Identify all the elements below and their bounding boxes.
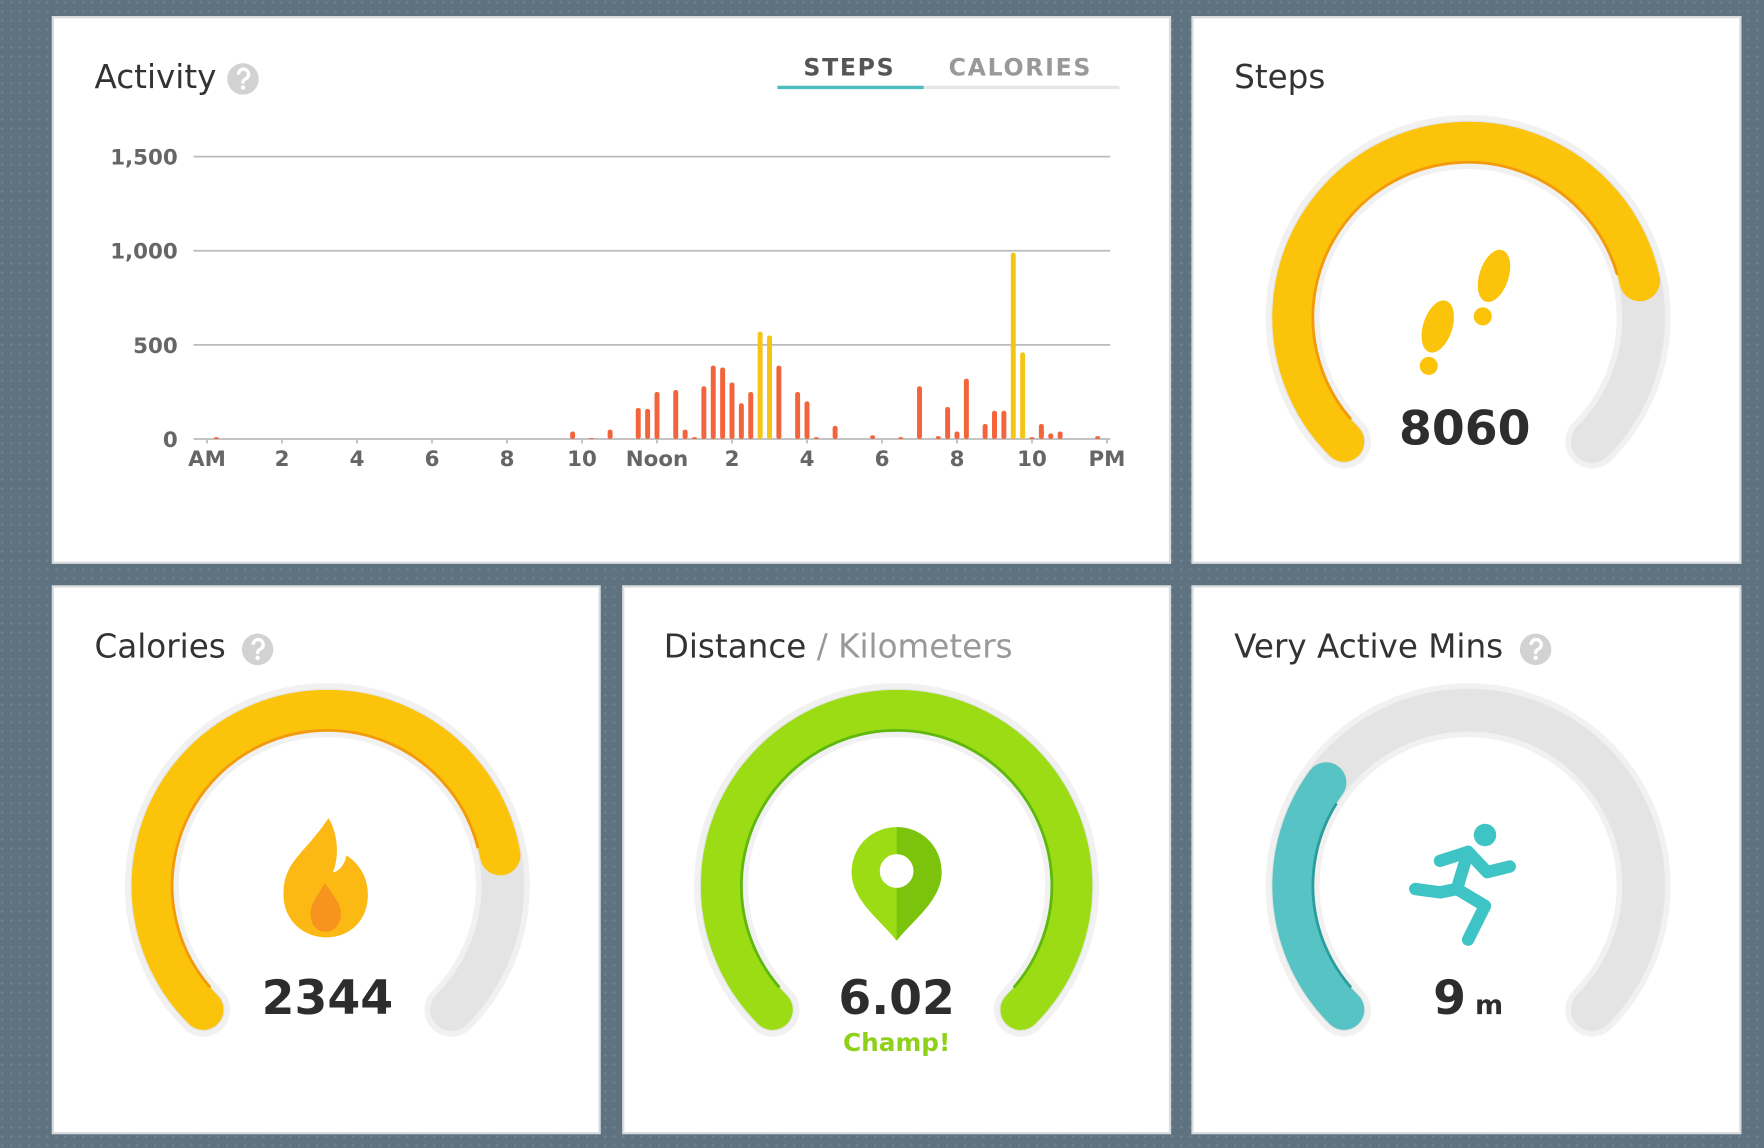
- bar: [767, 335, 772, 439]
- bar: [1001, 410, 1007, 439]
- bar: [729, 382, 735, 439]
- x-tick-label: 2: [275, 447, 290, 472]
- tile-title: Distance: [664, 627, 807, 665]
- runner-icon: [1409, 823, 1516, 946]
- steps-gauge: [1265, 115, 1671, 469]
- bar: [945, 406, 951, 439]
- tile-unit: / Kilometers: [817, 627, 1013, 665]
- distance-gauge: [694, 683, 1100, 1037]
- x-tick-label: Noon: [626, 447, 688, 472]
- x-tick-label: 2: [725, 447, 740, 472]
- x-tick-label: 6: [425, 447, 440, 472]
- calories-gauge: [124, 683, 530, 1037]
- bar: [710, 365, 716, 439]
- activity-chart: 0 500 1,000 1,500 AM 2 4 6 8 10 Noon 2 4 6 8 10 PM: [110, 146, 1125, 473]
- x-tick-label: 10: [1017, 447, 1047, 472]
- very-active-value: 9: [1433, 971, 1466, 1026]
- bar: [982, 423, 988, 439]
- bar: [1057, 431, 1063, 439]
- bar: [1029, 437, 1035, 439]
- bar: [954, 431, 960, 439]
- help-icon[interactable]: [1519, 633, 1552, 666]
- bar: [673, 390, 679, 439]
- bar: [654, 391, 660, 439]
- x-tick-label: 8: [950, 447, 965, 472]
- bar: [832, 425, 838, 439]
- bar: [917, 386, 922, 439]
- gauge-edge: [739, 729, 1054, 989]
- calories-value: 2344: [262, 971, 394, 1026]
- bar: [588, 438, 594, 439]
- help-icon[interactable]: [241, 633, 274, 666]
- gauge-edge: [1311, 160, 1619, 421]
- gauge-progress: [700, 689, 1093, 1030]
- bar: [748, 391, 754, 439]
- x-tick-label: 6: [875, 447, 890, 472]
- x-tick-label: 4: [800, 447, 815, 472]
- gauge-progress: [131, 689, 521, 1030]
- flame-icon: [283, 818, 368, 938]
- tab[interactable]: STEPS: [803, 54, 895, 82]
- very-active-unit: m: [1475, 990, 1503, 1021]
- bar: [804, 401, 810, 439]
- tile-title: Calories: [95, 627, 226, 665]
- bar: [1010, 252, 1016, 439]
- bar: [757, 331, 763, 439]
- bar: [813, 437, 819, 439]
- x-tick-label: PM: [1089, 447, 1126, 472]
- bar: [213, 437, 219, 439]
- bar: [1048, 433, 1054, 439]
- distance-value: 6.02: [838, 971, 955, 1026]
- activity-tile: [51, 16, 1172, 564]
- bar: [1020, 352, 1026, 439]
- x-tick-label: 10: [567, 447, 597, 472]
- bar: [776, 365, 782, 439]
- x-tick-label: 4: [350, 447, 365, 472]
- bar: [1095, 436, 1101, 439]
- tile-title: Steps: [1234, 58, 1325, 96]
- bar: [795, 391, 801, 439]
- bar: [992, 410, 997, 439]
- bar: [963, 378, 969, 439]
- x-tick-label: AM: [188, 447, 226, 472]
- location-icon: [851, 827, 942, 941]
- y-tick-label: 1,500: [110, 146, 178, 171]
- bar: [935, 436, 941, 439]
- bar: [898, 437, 904, 439]
- y-tick-label: 1,000: [110, 240, 178, 265]
- bar: [720, 367, 726, 439]
- steps-value: 8060: [1399, 402, 1531, 457]
- help-icon[interactable]: [227, 63, 259, 95]
- x-tick-label: 8: [500, 447, 515, 472]
- very-active-gauge: [1265, 683, 1671, 1037]
- bar: [682, 429, 688, 439]
- tile-title: Very Active Mins: [1234, 627, 1503, 665]
- bar: [645, 408, 651, 439]
- tab[interactable]: CALORIES: [949, 54, 1092, 82]
- bar: [738, 403, 744, 439]
- y-tick-label: 500: [133, 334, 178, 359]
- tile-title: Distance / Kilometers: [664, 627, 1013, 665]
- tile-title: Activity: [95, 58, 217, 96]
- distance-badge: Champ!: [843, 1028, 950, 1057]
- bar: [570, 431, 576, 439]
- tab-indicator: [777, 85, 924, 90]
- bar: [870, 435, 876, 439]
- bar: [1038, 423, 1044, 439]
- bar: [635, 407, 641, 439]
- bar: [607, 429, 613, 439]
- gauge-progress: [1272, 121, 1661, 462]
- y-tick-label: 0: [163, 428, 178, 453]
- bar: [701, 386, 707, 439]
- tab-track: [777, 85, 1120, 90]
- gauge-edge: [1311, 802, 1353, 989]
- bar: [692, 437, 697, 439]
- gauge-edge: [170, 728, 480, 989]
- gauge-progress: [1272, 762, 1365, 1030]
- footprints-icon: [1419, 249, 1511, 375]
